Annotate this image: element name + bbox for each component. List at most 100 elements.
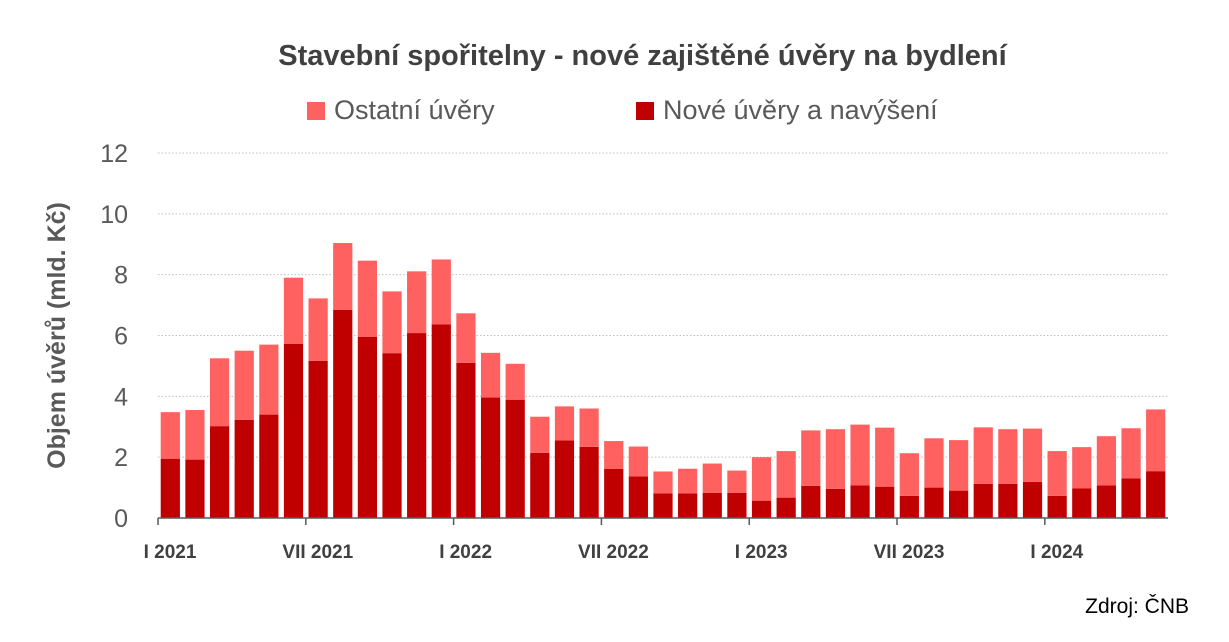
legend-swatch-ostatni — [307, 101, 325, 120]
x-tick-label: I 2024 — [1030, 542, 1083, 563]
bar-nove-uvery — [1146, 471, 1166, 518]
bar-nove-uvery — [776, 497, 796, 518]
bar-nove-uvery — [480, 397, 501, 518]
source-note: Zdroj: ČNB — [1085, 595, 1189, 618]
bar-nove-uvery — [678, 493, 698, 518]
x-tick-label: I 2021 — [144, 542, 197, 563]
y-tick-label: 10 — [100, 201, 128, 229]
bar-nove-uvery — [1121, 478, 1141, 518]
bar-nove-uvery — [530, 452, 550, 518]
x-tick-label: I 2022 — [439, 542, 492, 563]
bar-ostatni-uvery — [480, 352, 501, 398]
bar-ostatni-uvery — [283, 277, 304, 344]
bar-nove-uvery — [431, 324, 451, 518]
bar-ostatni-uvery — [924, 438, 944, 488]
legend-item-nove: Nové úvěry a navýšení — [636, 95, 938, 126]
bar-ostatni-uvery — [604, 441, 624, 469]
bar-nove-uvery — [209, 426, 230, 518]
bar-nove-uvery — [357, 336, 377, 518]
bar-nove-uvery — [924, 487, 944, 518]
bar-nove-uvery — [407, 333, 427, 518]
legend-label-ostatni: Ostatní úvěry — [334, 95, 495, 125]
bar-nove-uvery — [185, 459, 205, 518]
bar-nove-uvery — [1096, 485, 1117, 518]
bar-ostatni-uvery — [407, 271, 427, 334]
bar-nove-uvery — [727, 492, 747, 518]
bar-nove-uvery — [825, 488, 846, 518]
x-tick-label: VII 2023 — [874, 542, 945, 563]
bar-ostatni-uvery — [1096, 436, 1117, 486]
bar-nove-uvery — [875, 486, 895, 518]
bar-nove-uvery — [456, 362, 476, 518]
bar-ostatni-uvery — [727, 470, 747, 493]
bar-nove-uvery — [160, 458, 180, 518]
bar-ostatni-uvery — [333, 243, 353, 310]
bar-nove-uvery — [801, 485, 821, 518]
bar-ostatni-uvery — [702, 463, 722, 493]
bar-ostatni-uvery — [530, 416, 550, 453]
y-tick-label: 4 — [114, 383, 128, 411]
bar-ostatni-uvery — [776, 451, 796, 498]
bar-nove-uvery — [998, 483, 1018, 518]
bar-nove-uvery — [973, 483, 993, 518]
bar-ostatni-uvery — [505, 363, 525, 400]
bar-nove-uvery — [234, 419, 254, 518]
bar-nove-uvery — [283, 343, 304, 518]
bar-ostatni-uvery — [949, 440, 969, 491]
bar-nove-uvery — [505, 399, 525, 518]
bar-nove-uvery — [653, 493, 673, 518]
bar-ostatni-uvery — [456, 313, 476, 363]
bar-ostatni-uvery — [579, 408, 599, 447]
y-tick-label: 8 — [114, 262, 128, 290]
y-axis-label: Objem úvěrů (mld. Kč) — [43, 202, 71, 469]
x-tick-label: VII 2021 — [282, 542, 353, 563]
bar-ostatni-uvery — [1047, 451, 1067, 496]
bar-ostatni-uvery — [160, 412, 180, 459]
bar-ostatni-uvery — [825, 429, 846, 489]
bar-ostatni-uvery — [899, 453, 919, 496]
chart-title: Stavební spořitelny - nové zajištěné úvě… — [278, 40, 1007, 72]
y-tick-label: 2 — [114, 444, 128, 472]
legend: Ostatní úvěry Nové úvěry a navýšení — [0, 95, 1229, 129]
bar-nove-uvery — [751, 500, 772, 518]
x-tick-label: I 2023 — [735, 542, 788, 563]
bar-ostatni-uvery — [1022, 428, 1043, 482]
x-tick-label: VII 2022 — [578, 542, 649, 563]
bar-ostatni-uvery — [1146, 409, 1166, 472]
bar-ostatni-uvery — [678, 468, 698, 494]
bar-nove-uvery — [382, 353, 402, 518]
bar-ostatni-uvery — [801, 430, 821, 486]
bar-ostatni-uvery — [357, 260, 377, 337]
bar-nove-uvery — [949, 490, 969, 518]
bar-nove-uvery — [1072, 488, 1092, 518]
bar-ostatni-uvery — [751, 457, 772, 501]
bar-nove-uvery — [579, 446, 599, 518]
bar-ostatni-uvery — [1072, 447, 1092, 489]
bar-nove-uvery — [1047, 495, 1067, 518]
bar-ostatni-uvery — [382, 291, 402, 354]
bar-nove-uvery — [308, 360, 328, 518]
bar-nove-uvery — [899, 495, 919, 518]
bar-nove-uvery — [702, 492, 722, 518]
bar-nove-uvery — [259, 414, 279, 518]
legend-swatch-nove — [636, 101, 654, 120]
bar-nove-uvery — [604, 468, 624, 518]
bar-ostatni-uvery — [431, 259, 451, 325]
bar-ostatni-uvery — [554, 406, 575, 441]
bar-nove-uvery — [333, 309, 353, 518]
bar-ostatni-uvery — [973, 427, 993, 484]
bar-nove-uvery — [628, 476, 648, 518]
y-tick-label: 6 — [114, 323, 128, 351]
bar-ostatni-uvery — [875, 427, 895, 487]
legend-item-ostatni: Ostatní úvěry — [307, 95, 495, 126]
bar-ostatni-uvery — [308, 298, 328, 361]
bar-nove-uvery — [1022, 481, 1043, 518]
bar-nove-uvery — [850, 485, 870, 518]
bar-ostatni-uvery — [259, 344, 279, 415]
bar-ostatni-uvery — [998, 429, 1018, 484]
bar-ostatni-uvery — [850, 424, 870, 486]
y-tick-label: 0 — [114, 505, 128, 533]
bar-ostatni-uvery — [234, 350, 254, 420]
bar-ostatni-uvery — [628, 446, 648, 477]
